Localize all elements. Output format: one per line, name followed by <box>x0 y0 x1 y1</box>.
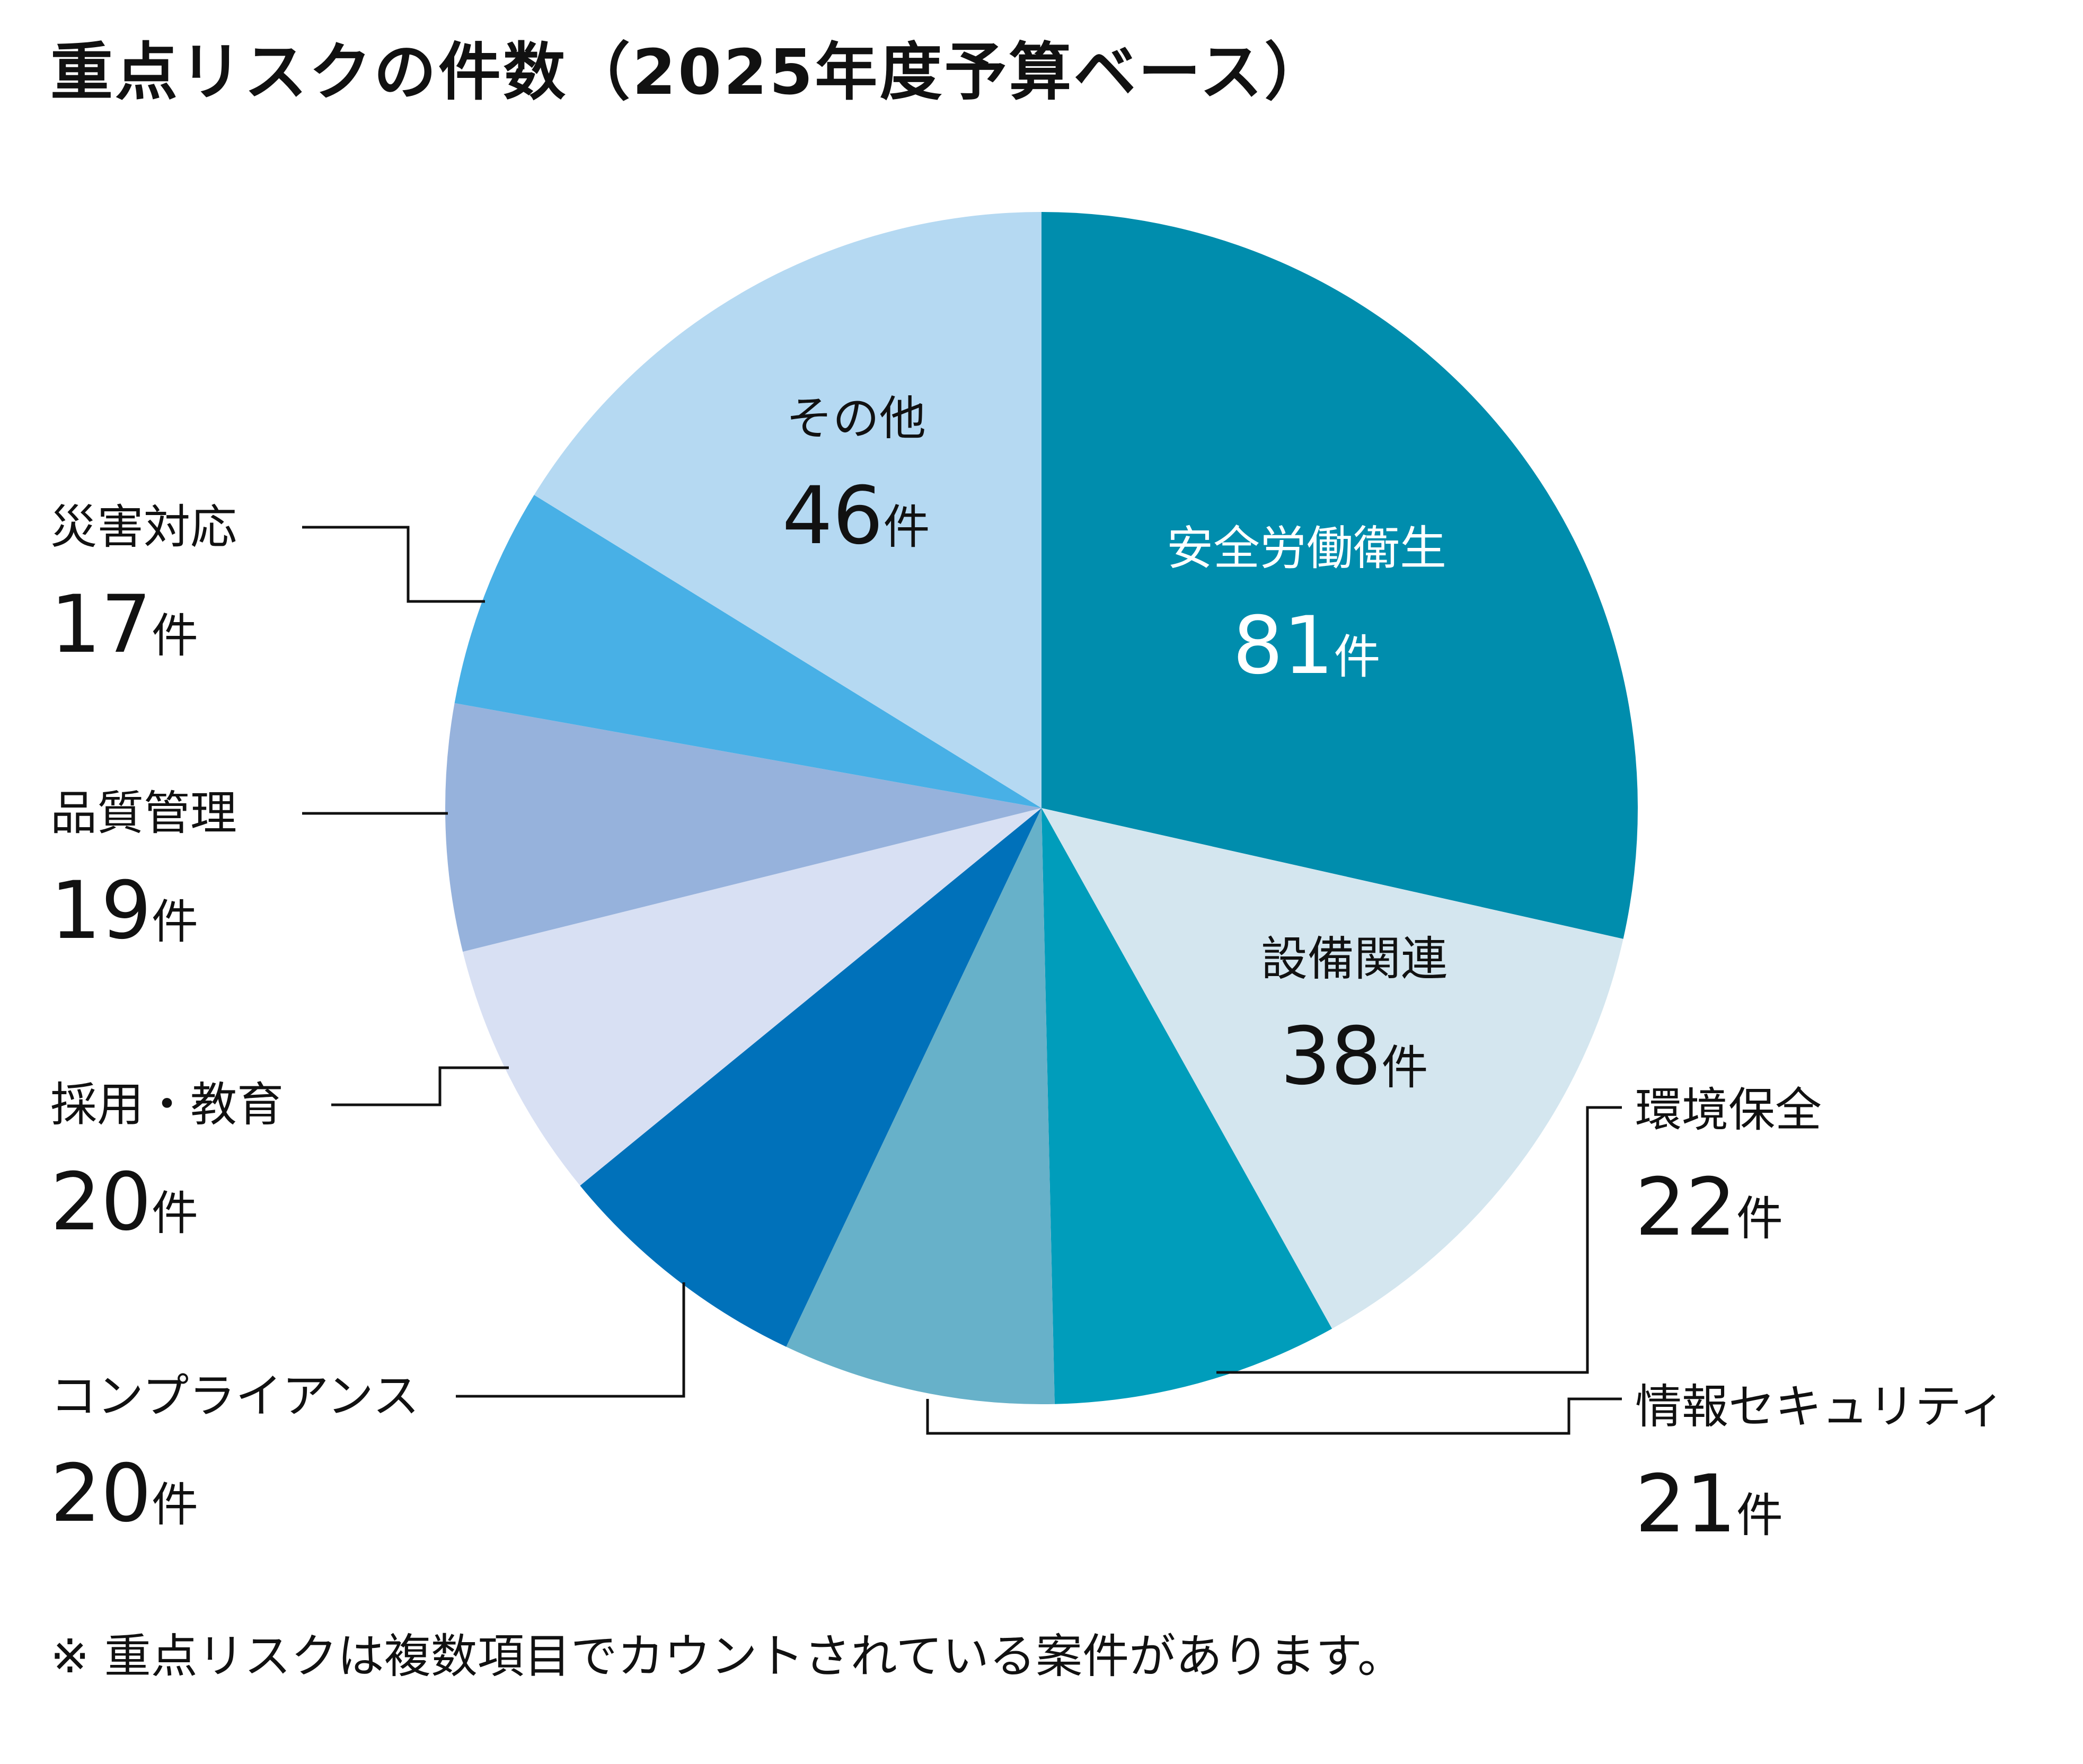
slice-label-3: 情報セキュリティ <box>1635 1379 2006 1434</box>
pie-slices <box>445 212 1638 1404</box>
pie-slice-3 <box>786 808 1055 1404</box>
pie-slice-6 <box>445 703 1042 952</box>
pie-slice-7 <box>454 495 1042 808</box>
slice-value-0: 81件 <box>1233 600 1381 692</box>
slice-label-8: その他 <box>786 391 926 446</box>
leader-line-2 <box>1216 1106 1622 1374</box>
pie-slice-2 <box>1042 808 1332 1404</box>
footnote: ※ 重点リスクは複数項目でカウントされている案件があります。 <box>50 1629 1405 1683</box>
slice-value-7: 17件 <box>50 579 198 671</box>
slice-label-6: 品質管理 <box>50 786 237 840</box>
slice-label-1: 設備関連 <box>1261 932 1447 986</box>
slice-value-3: 21件 <box>1635 1458 1783 1550</box>
slice-label-5: 採用・教育 <box>50 1077 284 1132</box>
leader-line-5 <box>331 1066 509 1106</box>
chart-title: 重点リスクの件数（2025年度予算ベース） <box>50 36 1329 109</box>
pie-slice-8 <box>534 212 1042 808</box>
slice-value-6: 19件 <box>50 865 198 957</box>
leader-line-3 <box>926 1397 1622 1435</box>
slice-value-5: 20件 <box>50 1156 198 1248</box>
slice-value-8: 46件 <box>782 470 930 562</box>
slice-label-4: コンプライアンス <box>50 1369 419 1423</box>
leader-lines <box>302 526 1622 1435</box>
pie-slice-4 <box>580 808 1042 1347</box>
leader-line-7 <box>302 526 485 603</box>
slice-label-7: 災害対応 <box>50 500 237 554</box>
slice-value-1: 38件 <box>1281 1010 1428 1103</box>
slice-value-4: 20件 <box>50 1448 198 1540</box>
leader-line-4 <box>456 1282 685 1398</box>
slice-label-2: 環境保全 <box>1635 1083 1822 1137</box>
pie-slice-1 <box>1042 808 1623 1329</box>
slice-label-0: 安全労働衛生 <box>1167 521 1446 575</box>
slice-value-2: 22件 <box>1635 1162 1783 1254</box>
pie-slice-0 <box>1042 212 1638 939</box>
pie-slice-5 <box>463 808 1042 1186</box>
